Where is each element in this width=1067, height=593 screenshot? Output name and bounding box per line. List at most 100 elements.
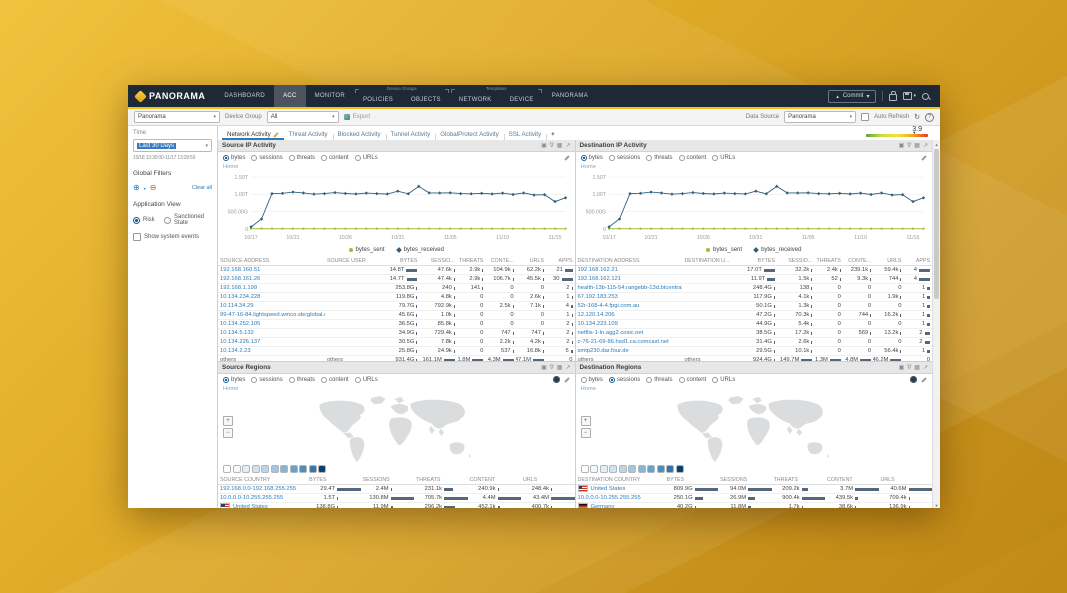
- metric-radio-bytes[interactable]: [580, 376, 587, 383]
- destination-country-link[interactable]: 10.0.0.0-10.255.255.255: [577, 495, 641, 501]
- metric-urls[interactable]: URLs: [354, 376, 378, 383]
- metric-urls[interactable]: URLs: [712, 154, 735, 161]
- column-header[interactable]: DESTINATION U...: [682, 256, 736, 266]
- metric-radio-sessions[interactable]: [608, 154, 615, 161]
- edit-chart-icon[interactable]: [563, 376, 570, 383]
- table-view-icon[interactable]: ▦: [556, 143, 563, 149]
- column-header[interactable]: BYTES: [378, 256, 420, 266]
- filter-icon[interactable]: ∇: [549, 143, 554, 149]
- destination-address-link[interactable]: 10.134.223.109: [577, 321, 618, 327]
- metric-content[interactable]: content: [321, 376, 349, 383]
- legend-swatch[interactable]: [618, 465, 627, 473]
- column-header[interactable]: CONTE...: [842, 256, 874, 266]
- source-address-link[interactable]: 10.134.5.132: [220, 330, 254, 336]
- legend-swatch[interactable]: [289, 465, 298, 473]
- save-menu[interactable]: ▾: [903, 92, 916, 100]
- breadcrumb-home-link[interactable]: Home: [223, 164, 239, 170]
- nav-item-policies[interactable]: POLICIES: [362, 97, 394, 103]
- legend-swatch[interactable]: [242, 465, 250, 473]
- metric-radio-threats[interactable]: [288, 154, 295, 161]
- metric-radio-bytes[interactable]: [580, 154, 587, 161]
- tab-network-activity[interactable]: Network Activity: [222, 131, 284, 140]
- table-view-icon[interactable]: ▦: [914, 143, 920, 149]
- metric-bytes[interactable]: bytes: [223, 154, 245, 161]
- column-header[interactable]: THREATS: [814, 256, 843, 266]
- vertical-scrollbar[interactable]: ▲ ▼: [932, 140, 940, 508]
- column-header[interactable]: CONTE...: [485, 256, 516, 266]
- column-header[interactable]: THREATS: [456, 256, 486, 266]
- destination-address-link[interactable]: 192.168.162.121: [577, 276, 622, 282]
- metric-content[interactable]: content: [321, 154, 349, 161]
- metric-sessions[interactable]: sessions: [608, 154, 640, 161]
- data-source-select[interactable]: Panorama ▾: [784, 111, 857, 123]
- metric-threats[interactable]: threats: [646, 376, 673, 383]
- metric-content[interactable]: content: [678, 376, 706, 383]
- metric-threats[interactable]: threats: [288, 376, 315, 383]
- edit-chart-icon[interactable]: [563, 154, 570, 161]
- legend-swatch[interactable]: [675, 465, 684, 473]
- metric-sessions[interactable]: sessions: [251, 376, 283, 383]
- destination-address-link[interactable]: health-13b-115-54.rangebb-13d.btcentralp…: [577, 285, 683, 291]
- source-regions-map[interactable]: + −: [222, 392, 571, 464]
- metric-threats[interactable]: threats: [646, 154, 673, 161]
- nav-item-network[interactable]: NETWORK: [458, 97, 492, 103]
- source-address-link[interactable]: 192.168.1.199: [220, 285, 258, 291]
- source-address-link[interactable]: 10.134.2.23: [220, 348, 251, 354]
- source-address-link[interactable]: 99-47-16-84.lightspeed.wmco.sbcglobal.ne…: [220, 312, 325, 318]
- export-panel-icon[interactable]: ↗: [922, 365, 928, 371]
- column-header[interactable]: SESSIONS: [360, 475, 415, 485]
- source-address-link[interactable]: 10.134.252.105: [220, 321, 261, 327]
- export-panel-icon[interactable]: ↗: [565, 365, 571, 371]
- metric-radio-sessions[interactable]: [608, 376, 615, 383]
- column-header[interactable]: APPS: [903, 256, 932, 266]
- metric-threats[interactable]: threats: [288, 154, 315, 161]
- column-header[interactable]: CONTENT: [825, 475, 879, 485]
- zoom-out-button[interactable]: −: [580, 428, 591, 438]
- metric-bytes[interactable]: bytes: [580, 154, 603, 161]
- metric-content[interactable]: content: [678, 154, 706, 161]
- legend-swatch[interactable]: [609, 465, 617, 473]
- add-tab-button[interactable]: +: [551, 132, 555, 138]
- scroll-up-icon[interactable]: ▲: [934, 141, 939, 147]
- zoom-in-button[interactable]: +: [580, 416, 591, 426]
- legend-swatch[interactable]: [280, 465, 288, 473]
- column-header[interactable]: URLS: [873, 256, 904, 266]
- risk-radio[interactable]: [133, 216, 140, 224]
- filter-icon[interactable]: ∇: [549, 365, 554, 371]
- scroll-down-icon[interactable]: ▼: [934, 502, 939, 508]
- destination-address-link[interactable]: 192.168.162.21: [577, 267, 618, 273]
- legend-swatch[interactable]: [318, 465, 326, 473]
- metric-radio-content[interactable]: [678, 376, 685, 383]
- metric-radio-threats[interactable]: [646, 376, 653, 383]
- destination-address-link[interactable]: c-76-21-69-86.hsd1.ca.comcast.net: [577, 339, 669, 345]
- breadcrumb-home-link[interactable]: Home: [580, 164, 596, 170]
- destination-address-link[interactable]: 12.120.14.206: [577, 312, 615, 318]
- destination-regions-map[interactable]: + −: [580, 392, 929, 464]
- legend-swatch[interactable]: [308, 465, 317, 473]
- column-header[interactable]: URLS: [521, 475, 575, 485]
- show-system-events-checkbox[interactable]: [133, 233, 141, 241]
- metric-urls[interactable]: URLs: [354, 154, 378, 161]
- time-range-select[interactable]: Last 30 Days ▾: [133, 139, 212, 152]
- metric-radio-urls[interactable]: [712, 154, 719, 161]
- metric-radio-bytes[interactable]: [223, 376, 229, 383]
- metric-radio-bytes[interactable]: [223, 154, 229, 161]
- popout-icon[interactable]: ▣: [898, 143, 905, 149]
- metric-radio-threats[interactable]: [646, 154, 653, 161]
- legend-swatch[interactable]: [647, 465, 655, 473]
- edit-chart-icon[interactable]: [921, 376, 927, 383]
- source-address-link[interactable]: 10.134.234.228: [220, 294, 261, 300]
- legend-swatch[interactable]: [628, 465, 636, 473]
- metric-radio-urls[interactable]: [712, 376, 719, 383]
- legend-swatch[interactable]: [590, 465, 598, 473]
- filter-icon[interactable]: ∇: [907, 143, 912, 149]
- metric-radio-content[interactable]: [321, 376, 328, 383]
- legend-swatch[interactable]: [223, 465, 231, 473]
- zoom-out-button[interactable]: −: [223, 428, 233, 438]
- column-header[interactable]: SESSIO...: [419, 256, 457, 266]
- nav-item-objects[interactable]: OBJECTS: [411, 97, 441, 103]
- tab-globalprotect-activity[interactable]: GlobalProtect Activity: [435, 131, 506, 141]
- column-header[interactable]: SESSIONS: [718, 475, 772, 485]
- lock-icon[interactable]: [889, 91, 898, 101]
- export-panel-icon[interactable]: ↗: [922, 143, 928, 149]
